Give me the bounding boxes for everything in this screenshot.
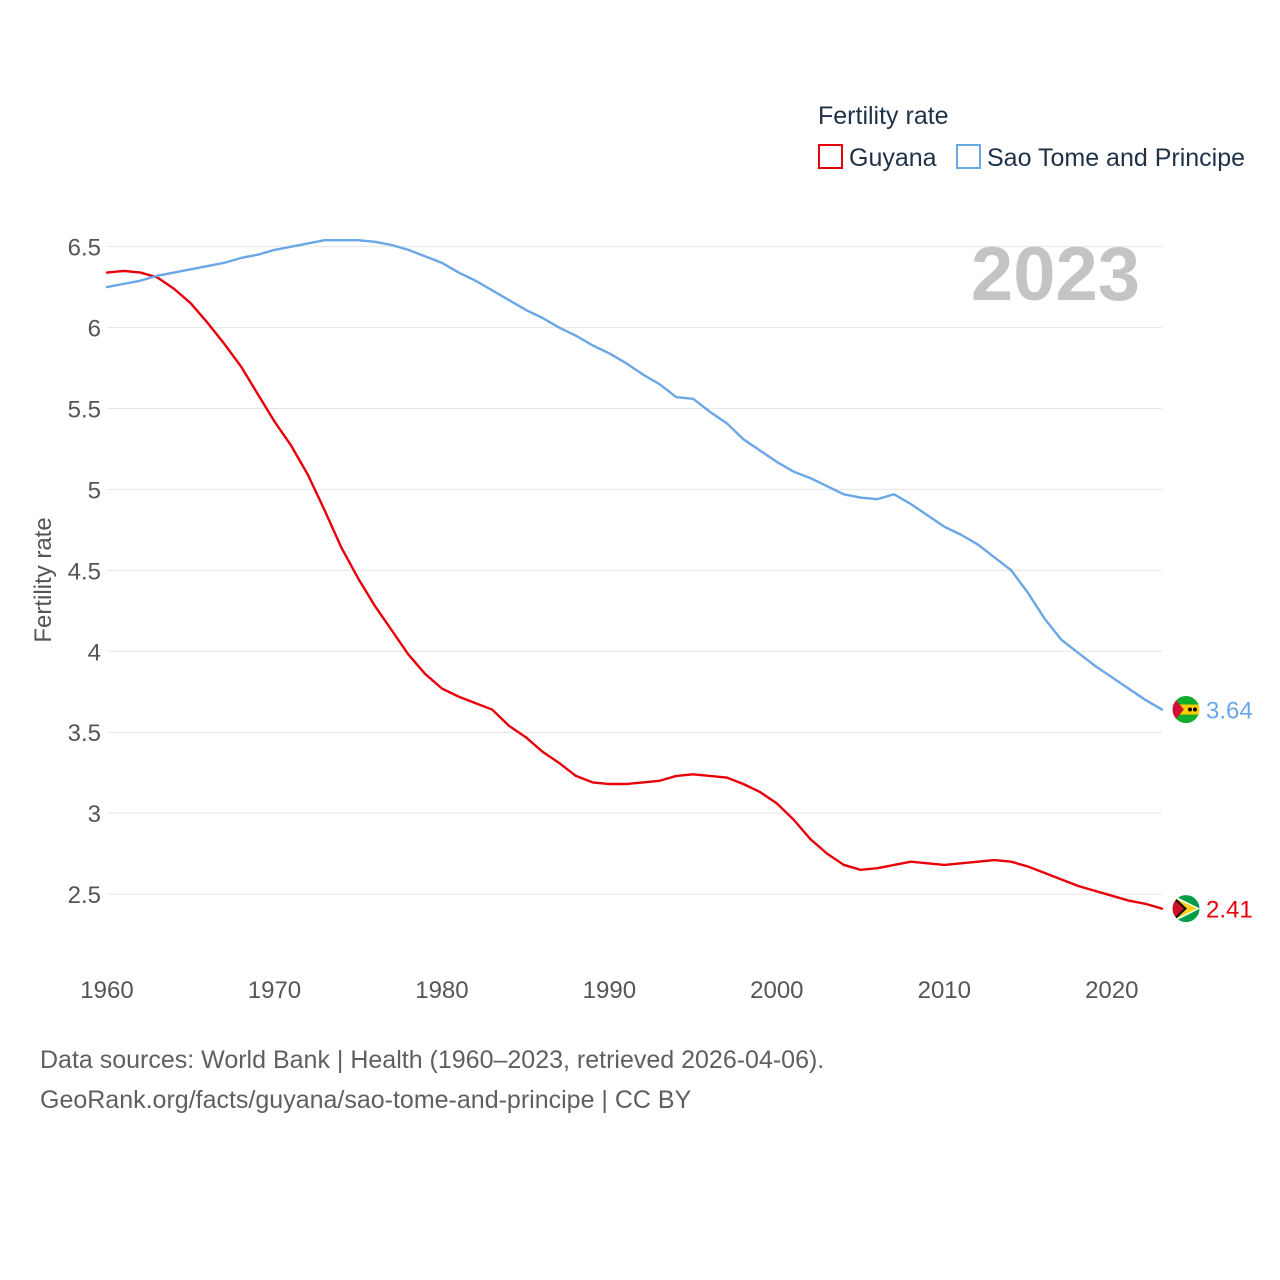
y-tick-label: 4.5 (68, 558, 101, 585)
guyana-flag-icon (1171, 894, 1201, 924)
legend-label-sao-tome-and-principe: Sao Tome and Principe (987, 144, 1245, 172)
y-tick-label: 5 (88, 477, 101, 504)
legend: Fertility rate Guyana Sao Tome and Princ… (818, 102, 1245, 172)
x-tick-label: 2000 (750, 977, 803, 1004)
legend-item-guyana[interactable]: Guyana (818, 144, 937, 172)
y-tick-label: 2.5 (68, 882, 101, 909)
legend-swatch-sao-tome-and-principe (956, 144, 981, 169)
y-tick-label: 6.5 (68, 235, 101, 262)
year-overlay: 2023 (971, 232, 1140, 317)
data-sources-text: Data sources: World Bank | Health (1960–… (40, 1046, 825, 1074)
x-tick-label: 2020 (1085, 977, 1138, 1004)
y-tick-label: 5.5 (68, 397, 101, 424)
legend-label-guyana: Guyana (849, 144, 937, 172)
sao-tome-and-principe-flag-icon (1171, 695, 1201, 725)
georank-attribution-link[interactable]: GeoRank.org/facts/guyana/sao-tome-and-pr… (40, 1086, 692, 1114)
x-tick-label: 1960 (80, 977, 133, 1004)
source-footer: Data sources: World Bank | Health (1960–… (40, 1040, 824, 1120)
x-tick-label: 1970 (248, 977, 301, 1004)
y-tick-label: 3.5 (68, 720, 101, 747)
x-tick-label: 1990 (583, 977, 636, 1004)
series-lines (105, 238, 1164, 910)
series-end-markers: 2.41 3.64 (1171, 695, 1253, 924)
series-line-guyana (105, 269, 1164, 910)
grid-lines (107, 246, 1162, 895)
y-axis-label: Fertility rate (30, 517, 57, 642)
final-value-guyana: 2.41 (1206, 897, 1253, 924)
y-tick-label: 3 (88, 801, 101, 828)
y-tick-label: 4 (88, 639, 101, 666)
series-line-sao-tome-and-principe (105, 238, 1164, 711)
x-axis-ticks: 1960 1970 1980 1990 2000 2010 2020 (80, 977, 1138, 1004)
legend-title: Fertility rate (818, 102, 949, 130)
x-tick-label: 1980 (415, 977, 468, 1004)
y-axis-ticks: 2.5 3 3.5 4 4.5 5 5.5 6 6.5 (68, 235, 101, 909)
y-tick-label: 6 (88, 316, 101, 343)
legend-swatch-guyana (818, 144, 843, 169)
legend-item-sao-tome-and-principe[interactable]: Sao Tome and Principe (956, 144, 1245, 172)
final-value-sao-tome-and-principe: 3.64 (1206, 698, 1253, 725)
x-tick-label: 2010 (918, 977, 971, 1004)
